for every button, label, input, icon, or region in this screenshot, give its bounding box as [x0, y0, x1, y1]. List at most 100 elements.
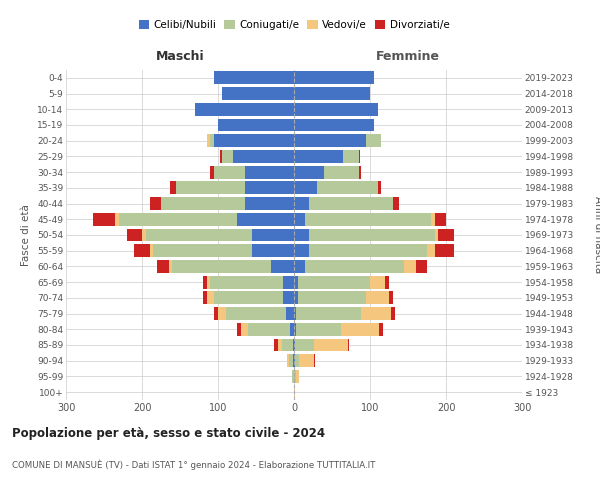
Bar — [206, 134, 211, 147]
Bar — [214, 134, 294, 147]
Bar — [283, 276, 294, 288]
Bar — [237, 213, 294, 226]
Bar — [434, 213, 446, 226]
Bar — [434, 228, 439, 241]
Bar — [292, 370, 294, 383]
Bar — [211, 166, 214, 178]
Bar — [222, 87, 294, 100]
Text: Maschi: Maschi — [155, 50, 205, 62]
Bar — [286, 307, 294, 320]
Bar — [294, 103, 377, 116]
Bar — [176, 182, 245, 194]
Bar — [127, 228, 142, 241]
Bar — [218, 307, 226, 320]
Bar — [214, 292, 283, 304]
Bar — [294, 370, 296, 383]
Bar — [241, 323, 248, 336]
Bar — [379, 323, 383, 336]
Bar — [294, 182, 317, 194]
Text: Femmine: Femmine — [376, 50, 440, 62]
Bar — [169, 260, 172, 273]
Legend: Celibi/Nubili, Coniugati/e, Vedovi/e, Divorziati/e: Celibi/Nubili, Coniugati/e, Vedovi/e, Di… — [134, 16, 454, 34]
Bar — [309, 228, 434, 241]
Bar — [296, 323, 341, 336]
Bar — [434, 244, 454, 257]
Bar — [289, 354, 293, 367]
Bar — [290, 323, 294, 336]
Bar — [439, 228, 454, 241]
Bar — [309, 197, 393, 210]
Bar — [195, 103, 294, 116]
Bar — [294, 150, 343, 163]
Bar — [361, 307, 391, 320]
Bar — [343, 150, 359, 163]
Bar — [299, 354, 314, 367]
Bar — [149, 244, 154, 257]
Bar — [294, 87, 370, 100]
Bar — [296, 307, 361, 320]
Bar — [294, 292, 298, 304]
Bar — [294, 307, 296, 320]
Bar — [294, 386, 295, 398]
Bar — [325, 166, 359, 178]
Bar — [245, 182, 294, 194]
Bar — [119, 213, 237, 226]
Bar — [206, 276, 211, 288]
Bar — [294, 166, 325, 178]
Bar — [317, 182, 377, 194]
Bar — [214, 72, 294, 85]
Bar — [341, 323, 379, 336]
Y-axis label: Fasce di età: Fasce di età — [22, 204, 31, 266]
Bar — [295, 354, 299, 367]
Bar — [283, 292, 294, 304]
Bar — [431, 213, 434, 226]
Bar — [274, 338, 278, 351]
Bar — [293, 354, 294, 367]
Bar — [222, 150, 233, 163]
Bar — [294, 244, 309, 257]
Bar — [170, 182, 176, 194]
Bar — [294, 72, 374, 85]
Bar — [157, 260, 169, 273]
Bar — [305, 260, 404, 273]
Bar — [298, 276, 370, 288]
Bar — [226, 307, 286, 320]
Bar — [295, 338, 314, 351]
Bar — [206, 292, 214, 304]
Bar — [252, 244, 294, 257]
Bar — [92, 213, 115, 226]
Bar — [294, 213, 305, 226]
Text: Popolazione per età, sesso e stato civile - 2024: Popolazione per età, sesso e stato civil… — [12, 428, 325, 440]
Bar — [115, 213, 119, 226]
Bar — [214, 307, 218, 320]
Text: COMUNE DI MANSUÈ (TV) - Dati ISTAT 1° gennaio 2024 - Elaborazione TUTTITALIA.IT: COMUNE DI MANSUÈ (TV) - Dati ISTAT 1° ge… — [12, 460, 376, 470]
Bar — [214, 166, 245, 178]
Bar — [154, 244, 252, 257]
Bar — [294, 323, 296, 336]
Bar — [252, 228, 294, 241]
Bar — [245, 197, 294, 210]
Bar — [416, 260, 427, 273]
Bar — [142, 228, 146, 241]
Bar — [134, 244, 149, 257]
Bar — [314, 354, 315, 367]
Bar — [294, 338, 295, 351]
Bar — [237, 323, 241, 336]
Bar — [233, 150, 294, 163]
Bar — [271, 260, 294, 273]
Bar — [203, 276, 206, 288]
Bar — [294, 197, 309, 210]
Y-axis label: Anni di nascita: Anni di nascita — [593, 196, 600, 274]
Bar — [393, 197, 399, 210]
Bar — [305, 213, 431, 226]
Bar — [359, 166, 361, 178]
Bar — [370, 276, 385, 288]
Bar — [366, 134, 382, 147]
Bar — [294, 354, 295, 367]
Bar — [282, 338, 293, 351]
Bar — [294, 134, 366, 147]
Bar — [172, 260, 271, 273]
Bar — [220, 150, 222, 163]
Bar — [211, 134, 214, 147]
Bar — [359, 150, 360, 163]
